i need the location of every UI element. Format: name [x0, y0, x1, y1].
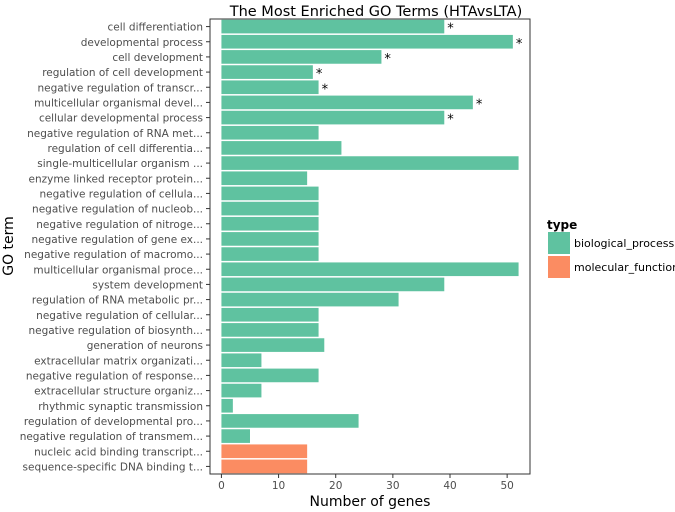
legend-label: molecular_function	[574, 261, 675, 274]
bar	[221, 277, 445, 292]
bar	[221, 110, 445, 125]
bar	[221, 459, 308, 474]
legend-swatch	[548, 256, 570, 278]
y-tick-label: cell development	[112, 52, 203, 64]
y-tick-label: system development	[92, 279, 203, 291]
y-tick-label: cellular developmental process	[39, 113, 203, 125]
significance-star: *	[447, 22, 454, 37]
significance-star: *	[322, 82, 329, 97]
bar	[221, 201, 319, 216]
y-tick-label: generation of neurons	[87, 340, 203, 352]
bar	[221, 171, 308, 186]
y-tick-label: negative regulation of macromo...	[24, 249, 203, 261]
bar	[221, 414, 359, 428]
bar	[221, 338, 325, 352]
bar	[221, 216, 319, 231]
y-tick-label: developmental process	[81, 37, 203, 49]
legend-label: biological_process	[574, 237, 674, 250]
significance-star: *	[516, 37, 523, 52]
y-tick-label: negative regulation of nitroge...	[36, 219, 203, 231]
bar	[221, 125, 319, 140]
y-tick-label: negative regulation of transcr...	[37, 82, 203, 94]
bar	[221, 307, 319, 322]
chart-title-suffix: (HTAvsLTA)	[443, 4, 522, 20]
bar	[221, 383, 262, 398]
x-tick-label: 0	[218, 480, 225, 492]
y-tick-label: negative regulation of cellula...	[40, 188, 203, 200]
y-tick-label: regulation of cell differentia...	[48, 143, 204, 155]
bar	[221, 19, 445, 34]
bar	[221, 323, 319, 337]
bar	[221, 65, 313, 79]
bar	[221, 398, 233, 413]
significance-star: *	[384, 52, 391, 67]
bar	[221, 247, 319, 261]
bar	[221, 368, 319, 383]
bar	[221, 444, 308, 459]
bar	[221, 80, 319, 95]
y-tick-label: negative regulation of transmem...	[20, 431, 203, 443]
x-axis: 0 10 20 30 40 50	[218, 474, 514, 492]
significance-star: *	[476, 97, 483, 112]
legend-swatch	[548, 232, 570, 254]
y-axis-title: GO term	[1, 216, 17, 276]
y-tick-label: cell differentiation	[108, 22, 203, 34]
bar	[221, 232, 319, 246]
y-tick-label: regulation of developmental pro...	[24, 416, 203, 428]
x-axis-title: Number of genes	[310, 494, 431, 510]
y-tick-label: single-multicellular organism ...	[37, 158, 203, 170]
y-tick-label: extracellular matrix organizati...	[34, 355, 203, 367]
legend: type biological_process molecular_functio…	[547, 218, 675, 278]
bar	[221, 34, 513, 49]
x-tick-label: 30	[386, 480, 399, 492]
legend-title: type	[547, 218, 577, 232]
bars-layer: *******	[221, 19, 523, 474]
x-tick-label: 40	[443, 480, 456, 492]
y-tick-label: multicellular organismal devel...	[34, 97, 203, 109]
y-tick-label: regulation of cell development	[42, 67, 203, 79]
bar	[221, 95, 473, 110]
y-tick-label: negative regulation of nucleob...	[32, 204, 203, 216]
y-tick-label: negative regulation of gene ex...	[32, 234, 203, 246]
y-tick-label: multicellular organismal proce...	[33, 264, 203, 276]
x-tick-label: 20	[329, 480, 342, 492]
y-tick-label: extracellular structure organiz...	[34, 386, 203, 398]
y-tick-labels: cell differentiation developmental proces…	[20, 22, 210, 473]
plot-panel	[209, 18, 531, 475]
x-tick-label: 50	[500, 480, 513, 492]
bar	[221, 353, 262, 368]
x-tick-label: 10	[272, 480, 285, 492]
y-tick-label: nucleic acid binding transcript...	[34, 446, 203, 458]
bar	[221, 429, 250, 443]
y-tick-label: regulation of RNA metabolic pr...	[32, 295, 203, 307]
y-tick-label: rhythmic synaptic transmission	[38, 401, 203, 413]
chart-title: The Most Enriched GO Terms (HTAvsLTA)	[229, 4, 523, 20]
significance-star: *	[316, 67, 323, 82]
bar	[221, 262, 519, 277]
bar	[221, 156, 519, 170]
chart-title-main: The Most Enriched GO Terms	[229, 4, 439, 20]
y-tick-label: sequence-specific DNA binding t...	[23, 461, 203, 473]
y-tick-label: negative regulation of cellular...	[36, 310, 203, 322]
y-tick-label: negative regulation of response...	[26, 370, 203, 382]
bar	[221, 50, 382, 64]
bar	[221, 141, 342, 155]
bar	[221, 292, 399, 307]
y-tick-label: negative regulation of biosynth...	[28, 325, 203, 337]
bar	[221, 186, 319, 201]
significance-star: *	[447, 113, 454, 128]
y-tick-label: negative regulation of RNA met...	[27, 128, 203, 140]
y-tick-label: enzyme linked receptor protein...	[28, 173, 203, 185]
